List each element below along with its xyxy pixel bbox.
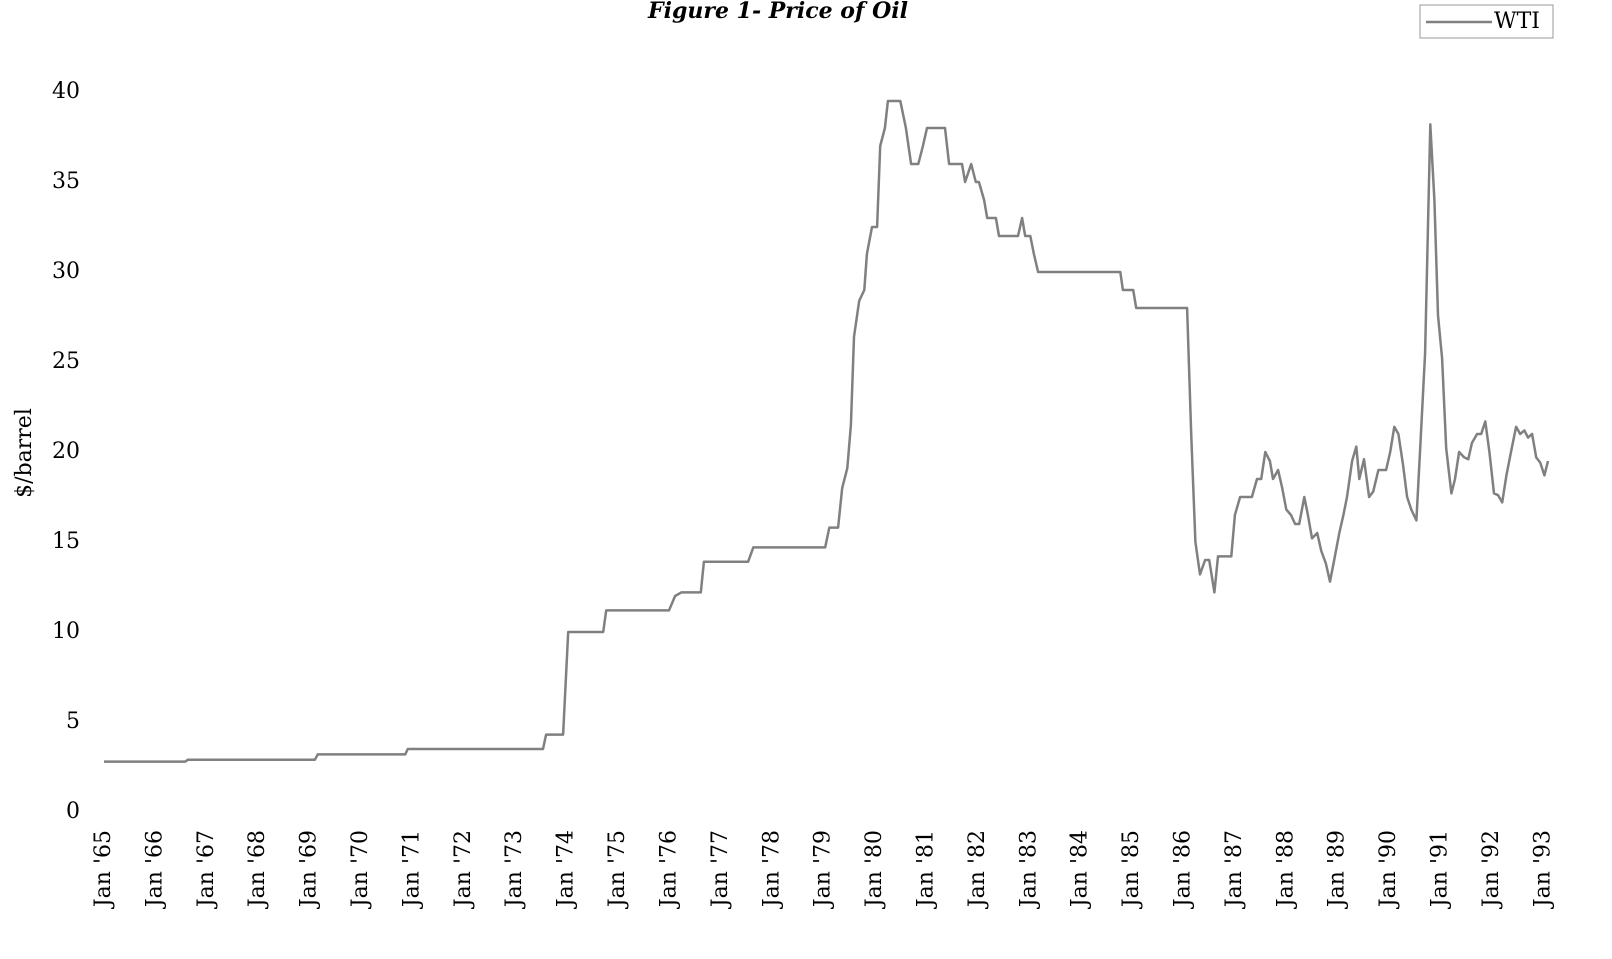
x-tick-label: Jan '66: [142, 830, 167, 909]
legend-label: WTI: [1494, 9, 1540, 34]
y-tick-label: 10: [52, 619, 80, 644]
x-tick-label: Jan '87: [1222, 830, 1247, 909]
x-tick-label: Jan '69: [297, 830, 322, 909]
x-tick-label: Jan '86: [1171, 830, 1196, 909]
x-tick-label: Jan '93: [1530, 830, 1555, 909]
x-tick-label: Jan '90: [1376, 830, 1401, 909]
x-tick-label: Jan '74: [554, 830, 579, 909]
y-axis-label: $/barrel: [12, 408, 37, 498]
y-tick-label: 20: [52, 439, 80, 464]
y-tick-label: 5: [66, 709, 80, 734]
chart-title: Figure 1- Price of Oil: [647, 0, 908, 24]
x-tick-label: Jan '83: [1016, 830, 1041, 909]
y-tick-label: 15: [52, 529, 80, 554]
x-tick-label: Jan '79: [811, 830, 836, 909]
y-tick-label: 35: [52, 169, 80, 194]
x-tick-label: Jan '68: [245, 830, 270, 909]
y-tick-label: 25: [52, 349, 80, 374]
x-tick-label: Jan '76: [656, 830, 681, 909]
y-tick-label: 40: [52, 79, 80, 104]
x-tick-label: Jan '71: [399, 830, 424, 909]
x-tick-label: Jan '72: [451, 830, 476, 909]
x-tick-label: Jan '67: [194, 830, 219, 909]
x-tick-label: Jan '75: [605, 830, 630, 909]
x-tick-label: Jan '80: [862, 830, 887, 909]
x-tick-label: Jan '78: [759, 830, 784, 909]
x-tick-label: Jan '82: [965, 830, 990, 909]
x-tick-label: Jan '81: [913, 830, 938, 909]
x-tick-label: Jan '73: [502, 830, 527, 909]
y-tick-label: 0: [66, 799, 80, 824]
x-tick-label: Jan '91: [1428, 830, 1453, 909]
x-tick-label: Jan '88: [1273, 830, 1298, 909]
x-tick-label: Jan '77: [708, 830, 733, 909]
x-tick-label: Jan '85: [1119, 830, 1144, 909]
x-tick-label: Jan '89: [1325, 830, 1350, 909]
x-tick-label: Jan '92: [1479, 830, 1504, 909]
y-tick-label: 30: [52, 259, 80, 284]
data-line: [104, 99, 1550, 763]
x-tick-label: Jan '84: [1068, 830, 1093, 909]
x-tick-label: Jan '70: [348, 830, 373, 909]
x-tick-label: Jan '65: [91, 830, 116, 909]
